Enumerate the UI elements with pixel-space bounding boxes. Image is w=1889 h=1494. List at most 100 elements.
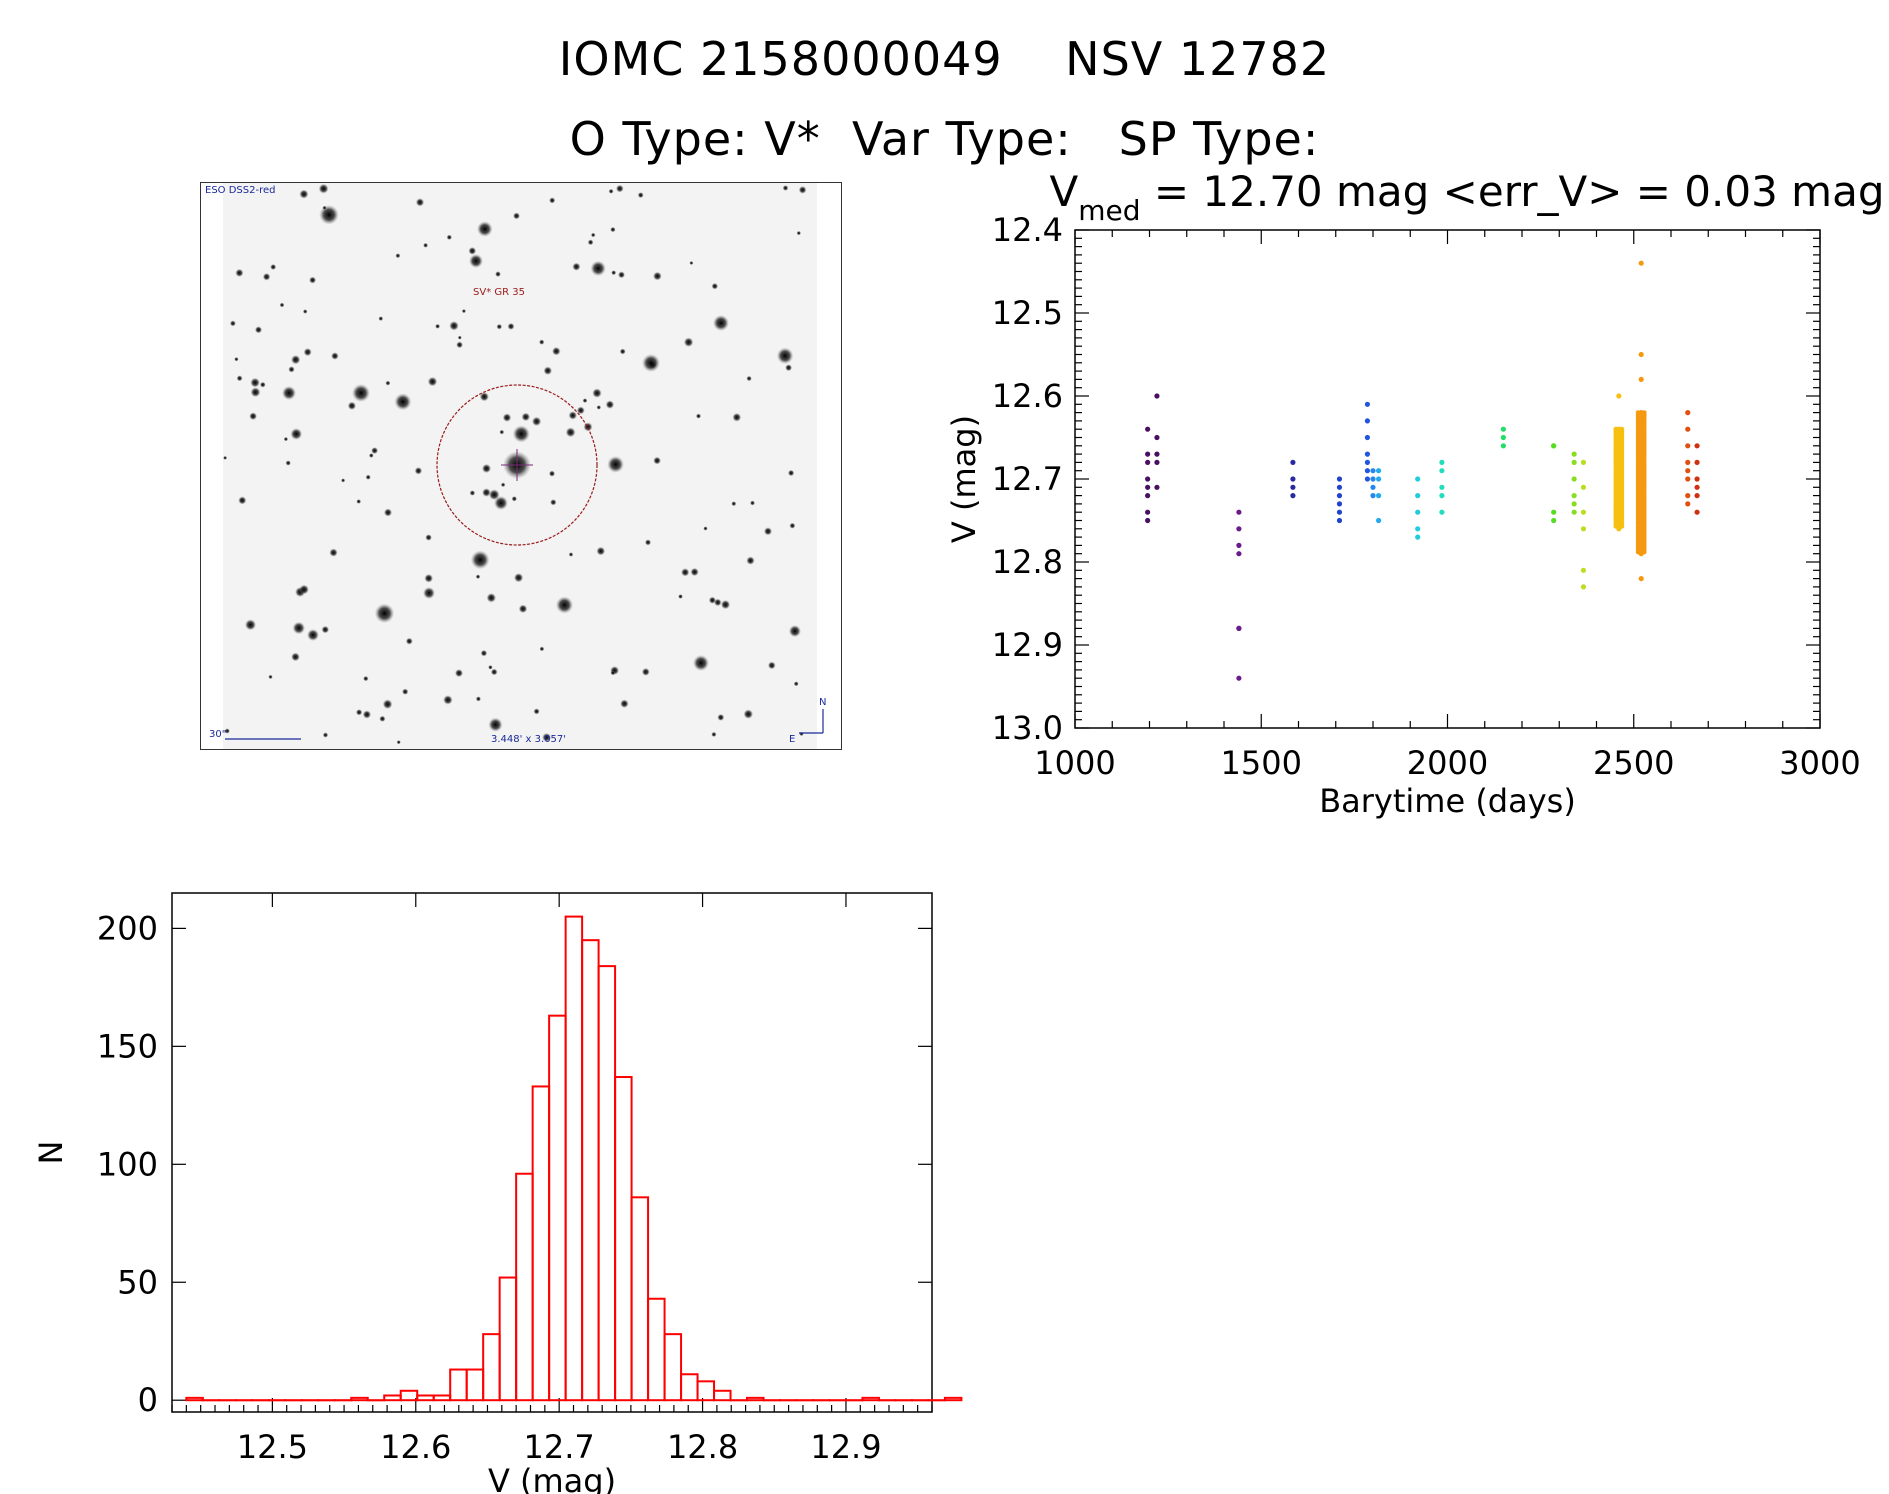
lc-title: Vmed = 12.70 mag <err_V> = 0.03 mag (1050, 167, 1885, 227)
lc-point (1364, 401, 1371, 407)
finder-star (341, 478, 346, 483)
finder-star (610, 670, 616, 676)
finder-star-field (201, 183, 841, 749)
lc-point (1145, 493, 1151, 499)
chart-title: IOMC 2158000049 NSV 12782 (558, 32, 1331, 86)
hist-bar (564, 915, 584, 1402)
hist-bar (581, 939, 600, 1402)
lc-point (1551, 509, 1557, 515)
finder-star (383, 508, 393, 517)
lc-point (1154, 434, 1160, 441)
finder-star (732, 412, 742, 422)
lc-point (1336, 484, 1343, 490)
lc-y-tick-label: 12.4 (992, 211, 1063, 249)
lc-point (1580, 459, 1587, 465)
finder-star (468, 247, 477, 255)
finder-star (352, 384, 370, 402)
finder-star (607, 456, 624, 473)
hist-frame (171, 892, 933, 1413)
lc-point (1364, 451, 1371, 457)
finder-star (788, 625, 802, 638)
finder-star (533, 708, 540, 715)
finder-star (703, 526, 708, 531)
finder-star (521, 412, 531, 422)
lc-x-tick-label: 1500 (1221, 744, 1302, 782)
hist-bar (630, 1196, 650, 1402)
finder-star (590, 232, 596, 238)
hist-bar (861, 1396, 880, 1402)
lc-point (1154, 451, 1160, 457)
hist-bar (943, 1396, 963, 1402)
finder-star (576, 406, 585, 415)
finder-star (469, 254, 483, 268)
finder-star (592, 388, 602, 398)
lc-point (1685, 468, 1691, 474)
finder-star (689, 261, 694, 265)
finder-star (329, 548, 338, 557)
lc-point (1364, 459, 1371, 465)
lc-point (1375, 468, 1382, 474)
lc-point (1580, 526, 1587, 532)
lc-point (1364, 418, 1371, 424)
finder-star (743, 709, 754, 719)
hist-x-tick-label: 12.8 (667, 1428, 738, 1466)
hist-bar (432, 1394, 452, 1402)
finder-star (405, 637, 413, 645)
finder-star (750, 500, 755, 506)
lc-point (1415, 476, 1421, 482)
hist-bar (647, 1297, 666, 1402)
chart-subtitle: O Type: V* Var Type: SP Type: (569, 112, 1320, 166)
finder-star (782, 185, 789, 191)
hist-bar (449, 1368, 468, 1402)
finder-star (291, 652, 300, 662)
finder-star (512, 425, 530, 443)
finder-star (303, 348, 312, 357)
finder-star (379, 715, 386, 722)
finder-star (470, 550, 490, 570)
aperture-circle (436, 384, 598, 546)
finder-star (637, 192, 644, 199)
lc-point (1145, 426, 1151, 432)
lc-point (1370, 484, 1376, 490)
lc-y-tick-label: 12.5 (992, 294, 1063, 332)
hist-bar (416, 1394, 435, 1402)
finder-star (371, 447, 379, 455)
hist-bar (515, 1172, 534, 1402)
finder-star (307, 629, 319, 641)
hist-bar (399, 1389, 419, 1402)
lc-point (1619, 523, 1625, 529)
finder-star (482, 488, 491, 497)
finder-star (355, 709, 363, 716)
finder-star (539, 646, 545, 652)
lc-point (1154, 484, 1160, 490)
finder-star (681, 568, 690, 577)
finder-star (347, 401, 357, 410)
lc-point (1336, 517, 1343, 524)
finder-star (495, 271, 501, 277)
lc-point (1370, 493, 1376, 499)
lc-point (1580, 484, 1587, 490)
lc-point (1290, 476, 1296, 482)
finder-star (513, 212, 520, 220)
finder-star (479, 392, 489, 402)
finder-star (285, 460, 291, 466)
finder-star (690, 567, 699, 577)
finder-star (711, 731, 717, 738)
hist-y-tick-label: 0 (138, 1381, 158, 1419)
finder-star (356, 499, 362, 504)
lc-point (1580, 584, 1587, 590)
finder-star (415, 198, 425, 207)
finder-star (711, 282, 719, 290)
finder-star (292, 621, 306, 635)
finder-star (513, 573, 524, 583)
lc-y-axis-label: V (mag) (945, 415, 983, 543)
finder-star (542, 732, 552, 742)
lc-point (1571, 493, 1577, 499)
lc-point (1685, 459, 1691, 465)
finder-star (642, 354, 660, 372)
finder-star (610, 226, 616, 233)
lc-y-tick-label: 12.9 (992, 626, 1063, 664)
lc-point (1370, 468, 1376, 474)
finder-star (620, 699, 629, 708)
lc-point (1685, 476, 1691, 482)
